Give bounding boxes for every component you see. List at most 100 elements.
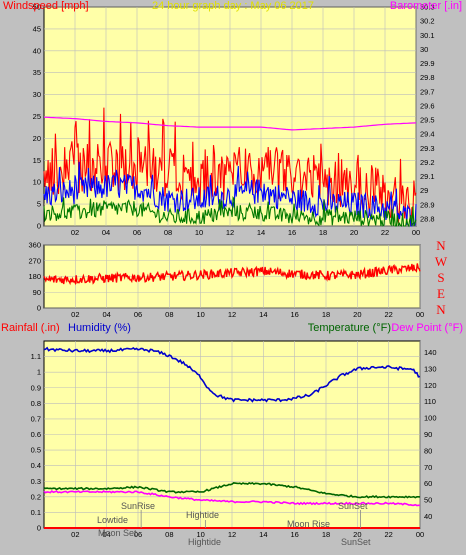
y-tick-label: 0.9 <box>31 383 41 392</box>
y2-tick-label: 30.1 <box>420 31 435 40</box>
y-tick-label: 45 <box>33 24 41 33</box>
annotation-moonset: Moon Set <box>98 528 137 538</box>
x-tick-label: 12 <box>228 310 236 319</box>
y-tick-label: 15 <box>33 156 41 165</box>
series-humidity <box>43 346 421 403</box>
y-tick-label: 35 <box>33 68 41 77</box>
x-tick-label: 06 <box>134 530 142 539</box>
x-tick-label: 14 <box>259 310 267 319</box>
y2-tick-label: 29.2 <box>420 158 435 167</box>
compass-s: S <box>437 270 444 285</box>
y-tick-label: 0.4 <box>31 461 41 470</box>
x-tick-label: 00 <box>412 228 420 237</box>
x-tick-label: 08 <box>165 310 173 319</box>
y-tick-label: 30 <box>33 90 41 99</box>
compass-n-top: N <box>436 238 446 253</box>
x-tick-label: 00 <box>416 530 424 539</box>
temperature-axis-label: Temperature (°F) <box>308 322 391 334</box>
windspeed-axis-label: Windspeed [mph] <box>3 0 89 12</box>
annotation-hightide-2: Hightide <box>188 537 221 547</box>
y2-tick-label: 29.7 <box>420 87 435 96</box>
y-tick-label: 0.3 <box>31 477 41 486</box>
series-temperature <box>43 481 421 499</box>
y2-tick-label: 30.2 <box>420 17 435 26</box>
y-tick-label: 0 <box>37 524 41 533</box>
y2-tick-label: 29.9 <box>420 59 435 68</box>
x-tick-label: 04 <box>102 228 110 237</box>
x-tick-label: 18 <box>322 310 330 319</box>
x-tick-label: 14 <box>259 530 267 539</box>
graph-title: 24 hour graph day : May 06 2017 <box>152 0 314 12</box>
x-tick-label: 10 <box>196 530 204 539</box>
y-tick-label: 10 <box>33 178 41 187</box>
y2-tick-label: 100 <box>424 414 437 423</box>
y2-tick-label: 29.6 <box>420 101 435 110</box>
x-tick-label: 22 <box>381 228 389 237</box>
y2-tick-label: 110 <box>424 397 436 406</box>
y-tick-label: 5 <box>37 200 41 209</box>
humidity-axis-label: Humidity (%) <box>68 322 131 334</box>
y-tick-label: 50 <box>33 3 41 12</box>
x-tick-label: 02 <box>71 310 79 319</box>
x-tick-label: 18 <box>322 530 330 539</box>
y2-tick-label: 30.3 <box>420 3 435 12</box>
y2-tick-label: 29.3 <box>420 144 435 153</box>
x-tick-label: 16 <box>290 310 298 319</box>
x-tick-label: 10 <box>195 228 203 237</box>
y2-tick-label: 29.1 <box>420 172 435 181</box>
x-tick-label: 12 <box>228 530 236 539</box>
annotation-moonrise: Moon Rise <box>287 519 330 529</box>
x-tick-label: 12 <box>226 228 234 237</box>
y-tick-label: 0.6 <box>31 430 41 439</box>
y-tick-label: 90 <box>33 288 41 297</box>
compass-n-bottom: N <box>436 302 446 317</box>
y2-tick-label: 30 <box>420 45 428 54</box>
series-average <box>43 161 417 227</box>
series-wind-direction <box>43 263 421 286</box>
annotation-hightide-1: Hightide <box>186 510 219 520</box>
annotation-sunset-2: SunSet <box>341 537 371 547</box>
y2-tick-label: 90 <box>424 430 432 439</box>
y2-tick-label: 40 <box>424 512 432 521</box>
series-low <box>43 195 417 228</box>
series-dew-point <box>43 490 420 507</box>
y-tick-label: 0.1 <box>31 508 41 517</box>
y2-tick-label: 80 <box>424 446 432 455</box>
y-tick-label: 360 <box>28 241 41 250</box>
x-tick-label: 20 <box>353 310 361 319</box>
annotation-sunrise: SunRise <box>121 501 155 511</box>
compass-e: E <box>437 286 445 301</box>
x-tick-label: 10 <box>196 310 204 319</box>
y-tick-label: 20 <box>33 134 41 143</box>
x-tick-label: 00 <box>416 310 424 319</box>
annotation-sunset-1: SunSet <box>338 501 368 511</box>
y-tick-label: 0.2 <box>31 492 41 501</box>
y2-tick-label: 140 <box>424 348 437 357</box>
y2-tick-label: 29 <box>420 186 428 195</box>
y2-tick-label: 130 <box>424 364 437 373</box>
x-tick-label: 20 <box>350 228 358 237</box>
barometer-axis-label: Barometer [.in] <box>390 0 462 12</box>
x-tick-label: 22 <box>384 310 392 319</box>
y-tick-label: 0.7 <box>31 414 41 423</box>
x-tick-label: 08 <box>164 228 172 237</box>
compass-w: W <box>435 254 448 269</box>
x-tick-label: 16 <box>288 228 296 237</box>
x-tick-label: 04 <box>102 310 110 319</box>
y-tick-label: 0 <box>37 222 41 231</box>
y2-tick-label: 60 <box>424 479 432 488</box>
y2-tick-label: 50 <box>424 496 432 505</box>
annotation-lowtide: Lowtide <box>97 515 128 525</box>
x-tick-label: 16 <box>290 530 298 539</box>
y2-tick-label: 28.8 <box>420 214 435 223</box>
y-tick-label: 180 <box>28 272 41 281</box>
x-tick-label: 02 <box>71 228 79 237</box>
y-tick-label: 0.8 <box>31 399 41 408</box>
x-tick-label: 02 <box>71 530 79 539</box>
x-tick-label: 20 <box>353 530 361 539</box>
y2-tick-label: 29.5 <box>420 116 435 125</box>
y-tick-label: 1.1 <box>31 352 41 361</box>
y-tick-label: 0.5 <box>31 446 41 455</box>
y2-tick-label: 70 <box>424 463 432 472</box>
